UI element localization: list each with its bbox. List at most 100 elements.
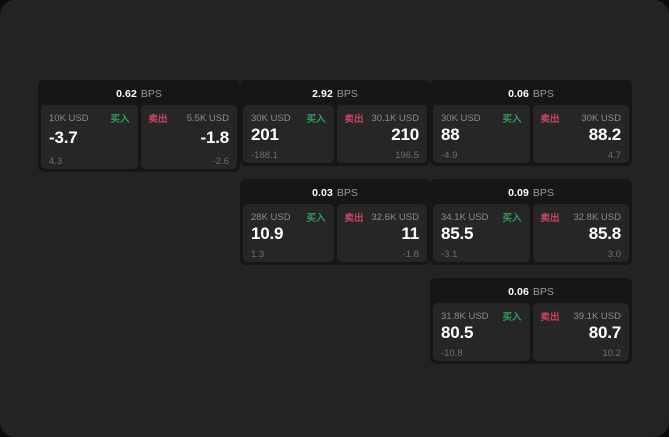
sell-delta: 3.0 [607, 249, 621, 260]
quote-card[interactable]: 0.03 BPS 28K USD 买入 10.9 1.3 卖出 32.6K USD 11 -1.8 [240, 179, 430, 265]
buy-price: 85.5 [441, 224, 474, 243]
delta-row: -1.8 [345, 244, 419, 260]
buy-delta: -3.1 [441, 249, 458, 260]
card-body: 30K USD 买入 88 -4.9 卖出 30K USD 88.2 4.7 [433, 105, 629, 163]
buy-action-label[interactable]: 买入 [502, 312, 522, 323]
delta-row: 1.3 [251, 244, 326, 260]
sell-action-label[interactable]: 卖出 [540, 114, 560, 125]
sell-panel[interactable]: 卖出 39.1K USD 80.7 10.2 [532, 303, 629, 361]
sell-size-label: 5.5K USD [186, 112, 229, 124]
sell-size-label: 32.8K USD [573, 211, 621, 223]
bps-value: 0.03 [312, 187, 333, 199]
price-row: 11 [345, 224, 419, 244]
buy-price: 201 [251, 125, 279, 144]
buy-action-label[interactable]: 买入 [502, 114, 522, 125]
card-body: 28K USD 买入 10.9 1.3 卖出 32.6K USD 11 -1.8 [243, 204, 427, 262]
buy-panel[interactable]: 30K USD 买入 88 -4.9 [433, 105, 530, 163]
buy-action-label[interactable]: 买入 [306, 114, 326, 125]
delta-row: -2.6 [149, 151, 229, 167]
buy-size-label: 28K USD [251, 211, 291, 223]
grid-column-3: 0.06 BPS 30K USD 买入 88 -4.9 卖出 30K USD 88.2 4.7 0.… [430, 80, 632, 364]
price-row: -1.8 [149, 128, 230, 148]
card-header: 0.06 BPS [433, 281, 629, 303]
panel-header: 34.1K USD 买入 [441, 211, 522, 225]
sell-delta: -2.6 [212, 156, 229, 167]
bps-unit-label: BPS [140, 88, 162, 100]
buy-price: 80.5 [441, 323, 474, 342]
buy-action-label[interactable]: 买入 [502, 213, 522, 224]
sell-action-label[interactable]: 卖出 [344, 114, 364, 125]
sell-size-label: 32.6K USD [371, 211, 419, 223]
buy-size-label: 30K USD [441, 112, 481, 124]
sell-delta: -1.8 [402, 249, 419, 260]
sell-action-label[interactable]: 卖出 [344, 213, 364, 224]
card-header: 0.09 BPS [433, 182, 629, 204]
sell-action-label[interactable]: 卖出 [540, 213, 560, 224]
delta-row: -3.1 [441, 244, 522, 260]
sell-delta: 10.2 [602, 348, 622, 359]
price-row: 10.9 [251, 224, 326, 244]
price-row: 80.5 [441, 323, 522, 343]
bps-value: 0.62 [116, 88, 137, 100]
buy-delta: -10.8 [441, 348, 463, 359]
buy-size-label: 30K USD [251, 112, 291, 124]
sell-size-label: 30.1K USD [371, 112, 419, 124]
quote-card[interactable]: 0.09 BPS 34.1K USD 买入 85.5 -3.1 卖出 32.8K USD 85.… [430, 179, 632, 265]
sell-price: 85.8 [588, 224, 621, 243]
buy-delta: 1.3 [251, 249, 265, 260]
quote-card[interactable]: 0.62 BPS 10K USD 买入 -3.7 4.3 卖出 5.5K USD -1.8 -2.… [38, 80, 240, 172]
buy-size-label: 31.8K USD [441, 310, 489, 322]
bps-value: 2.92 [312, 88, 333, 100]
bps-value: 0.06 [508, 286, 529, 298]
quote-cards-grid: 0.62 BPS 10K USD 买入 -3.7 4.3 卖出 5.5K USD -1.8 -2.… [38, 80, 632, 382]
delta-row: 196.5 [345, 145, 419, 161]
price-row: 80.7 [541, 323, 621, 343]
buy-action-label[interactable]: 买入 [110, 114, 130, 125]
delta-row: -10.8 [441, 343, 522, 359]
price-row: 88.2 [541, 125, 621, 145]
panel-header: 卖出 32.8K USD [540, 211, 622, 225]
card-body: 30K USD 买入 201 -188.1 卖出 30.1K USD 210 196.5 [243, 105, 427, 163]
quote-card[interactable]: 0.06 BPS 31.8K USD 买入 80.5 -10.8 卖出 39.1K USD 80… [430, 278, 632, 364]
buy-size-label: 10K USD [49, 112, 89, 124]
panel-header: 卖出 30.1K USD [344, 112, 420, 126]
grid-column-2: 2.92 BPS 30K USD 买入 201 -188.1 卖出 30.1K USD 210 1… [240, 80, 430, 265]
bps-value: 0.09 [508, 187, 529, 199]
delta-row: 10.2 [541, 343, 622, 359]
sell-panel[interactable]: 卖出 5.5K USD -1.8 -2.6 [140, 105, 237, 169]
sell-panel[interactable]: 卖出 30K USD 88.2 4.7 [532, 105, 629, 163]
sell-action-label[interactable]: 卖出 [540, 312, 560, 323]
buy-panel[interactable]: 10K USD 买入 -3.7 4.3 [41, 105, 138, 169]
sell-panel[interactable]: 卖出 32.6K USD 11 -1.8 [336, 204, 427, 262]
buy-price: 10.9 [251, 224, 284, 243]
panel-header: 10K USD 买入 [49, 112, 130, 126]
sell-size-label: 30K USD [581, 112, 621, 124]
buy-panel[interactable]: 31.8K USD 买入 80.5 -10.8 [433, 303, 530, 361]
sell-price: 88.2 [588, 125, 621, 144]
sell-action-label[interactable]: 卖出 [148, 114, 168, 125]
sell-panel[interactable]: 卖出 32.8K USD 85.8 3.0 [532, 204, 629, 262]
sell-size-label: 39.1K USD [573, 310, 621, 322]
buy-panel[interactable]: 28K USD 买入 10.9 1.3 [243, 204, 334, 262]
bps-unit-label: BPS [336, 187, 358, 199]
quote-card[interactable]: 2.92 BPS 30K USD 买入 201 -188.1 卖出 30.1K USD 210 1… [240, 80, 430, 166]
panel-header: 28K USD 买入 [251, 211, 326, 225]
buy-size-label: 34.1K USD [441, 211, 489, 223]
buy-panel[interactable]: 34.1K USD 买入 85.5 -3.1 [433, 204, 530, 262]
sell-price: 210 [391, 125, 419, 144]
price-row: 210 [345, 125, 419, 145]
buy-delta: -188.1 [251, 150, 278, 161]
card-body: 10K USD 买入 -3.7 4.3 卖出 5.5K USD -1.8 -2.6 [41, 105, 237, 169]
buy-panel[interactable]: 30K USD 买入 201 -188.1 [243, 105, 334, 163]
buy-price: -3.7 [49, 128, 78, 147]
panel-header: 31.8K USD 买入 [441, 310, 522, 324]
quote-card[interactable]: 0.06 BPS 30K USD 买入 88 -4.9 卖出 30K USD 88.2 4.7 [430, 80, 632, 166]
card-header: 2.92 BPS [243, 83, 427, 105]
buy-action-label[interactable]: 买入 [306, 213, 326, 224]
sell-panel[interactable]: 卖出 30.1K USD 210 196.5 [336, 105, 427, 163]
card-body: 31.8K USD 买入 80.5 -10.8 卖出 39.1K USD 80.7 10.2 [433, 303, 629, 361]
panel-header: 卖出 32.6K USD [344, 211, 420, 225]
grid-column-1: 0.62 BPS 10K USD 买入 -3.7 4.3 卖出 5.5K USD -1.8 -2.… [38, 80, 240, 172]
price-row: 201 [251, 125, 326, 145]
